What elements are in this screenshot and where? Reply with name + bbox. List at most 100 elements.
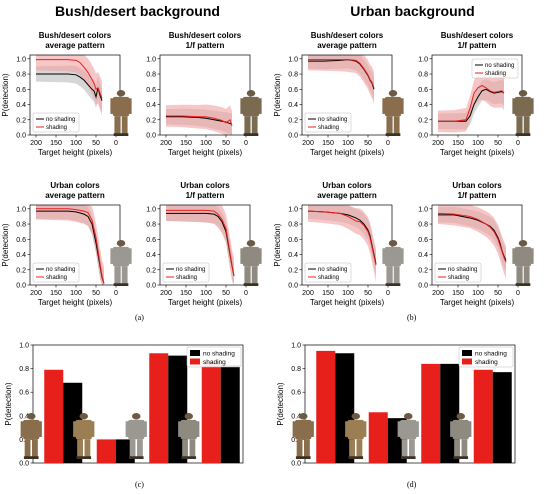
- y-tick-label: 0.4: [16, 102, 26, 109]
- y-axis-label: P(detection): [276, 382, 285, 425]
- soldier-head: [403, 413, 413, 420]
- panel-letter-c: (c): [135, 480, 144, 489]
- soldier-head: [518, 240, 528, 247]
- y-tick-label: 0.6: [418, 87, 428, 94]
- y-tick-label: 0.4: [288, 102, 298, 109]
- left-header: Bush/desert background: [55, 3, 220, 19]
- soldier-arm: [468, 421, 472, 437]
- y-tick-label: 0.2: [146, 117, 156, 124]
- x-tick-label: 200: [432, 290, 444, 297]
- legend-label: no shading: [46, 267, 75, 273]
- legend-label: shading: [448, 275, 469, 281]
- x-tick-label: 0: [386, 290, 390, 297]
- panel-letter-d: (d): [407, 480, 417, 489]
- plot-frame: [304, 344, 516, 464]
- soldier-leg: [32, 439, 38, 457]
- soldier-arm: [196, 421, 200, 437]
- soldier-boots: [453, 456, 469, 459]
- confidence-band: [166, 104, 232, 135]
- y-tick-label: 0.8: [19, 366, 29, 373]
- y-tick-label: 0.6: [418, 237, 428, 244]
- series-line-shading: [36, 59, 103, 99]
- legend-box: [186, 346, 242, 368]
- y-tick-label: 0.6: [288, 237, 298, 244]
- y-tick-label: 1.0: [19, 343, 29, 350]
- chart-title: average pattern: [317, 191, 377, 200]
- x-axis-label: Target height (pixels): [310, 148, 385, 157]
- x-tick-label: 50: [364, 140, 372, 147]
- x-tick-label: 0: [516, 140, 520, 147]
- x-axis-label: Target height (pixels): [440, 298, 515, 307]
- soldier-boots: [76, 456, 92, 459]
- y-tick-label: 0.0: [291, 461, 301, 468]
- soldier-figure: [73, 413, 95, 459]
- soldier-figure: [110, 90, 132, 136]
- soldier-boots: [23, 456, 39, 459]
- soldier-figure: [450, 413, 472, 459]
- legend-swatch: [462, 350, 472, 356]
- y-axis-label: P(detection): [273, 73, 282, 116]
- x-tick-label: 150: [50, 290, 62, 297]
- soldier-torso: [242, 246, 260, 267]
- x-tick-label: 0: [244, 140, 248, 147]
- legend-box: [304, 112, 352, 133]
- x-tick-label: 50: [364, 290, 372, 297]
- x-tick-label: 0: [386, 140, 390, 147]
- soldier-arm: [512, 248, 516, 264]
- chart-title: average pattern: [317, 41, 377, 50]
- soldier-boots: [515, 133, 531, 136]
- legend-label: shading: [46, 125, 67, 131]
- right-header: Urban background: [350, 3, 475, 19]
- legend-label: no shading: [475, 350, 507, 357]
- soldier-arm: [415, 421, 419, 437]
- soldier-arm: [345, 421, 349, 437]
- soldier-leg: [114, 266, 121, 284]
- legend-box: [458, 346, 514, 368]
- y-tick-label: 0.2: [418, 267, 428, 274]
- y-axis-label: P(detection): [4, 382, 13, 425]
- soldier-arm: [382, 98, 386, 114]
- bar-no-shading: [492, 372, 512, 463]
- legend-label: shading: [203, 359, 226, 366]
- confidence-band: [166, 205, 234, 285]
- soldier-leg: [121, 116, 128, 134]
- soldier-arm: [178, 421, 182, 437]
- y-tick-label: 0.4: [16, 252, 26, 259]
- soldier-arm: [530, 98, 534, 114]
- soldier-boots: [128, 456, 144, 459]
- y-tick-label: 0.8: [418, 72, 428, 79]
- y-tick-label: 0.8: [418, 222, 428, 229]
- soldier-arm: [240, 248, 244, 264]
- x-tick-label: 100: [342, 140, 354, 147]
- chart-title: Bush/desert colors: [441, 31, 514, 40]
- series-line-shading: [166, 115, 233, 127]
- y-tick-label: 1.0: [146, 206, 156, 213]
- y-tick-label: 0.4: [19, 413, 29, 420]
- bar-shading: [96, 439, 116, 463]
- x-tick-label: 50: [494, 140, 502, 147]
- soldier-figure: [512, 240, 534, 286]
- soldier-leg: [244, 116, 251, 134]
- legend-box: [471, 58, 519, 79]
- x-tick-label: 50: [494, 290, 502, 297]
- legend-swatch: [190, 358, 200, 365]
- soldier-arm: [363, 421, 367, 437]
- soldier-torso: [347, 419, 364, 440]
- x-tick-label: 200: [30, 290, 42, 297]
- soldier-arm: [400, 98, 404, 114]
- soldier-leg: [121, 266, 128, 284]
- bar-shading: [316, 350, 336, 463]
- confidence-band: [308, 205, 376, 282]
- soldier-leg: [349, 439, 355, 457]
- x-tick-label: 100: [342, 290, 354, 297]
- bar-shading: [368, 412, 388, 463]
- soldier-arm: [400, 248, 404, 264]
- soldier-head: [351, 413, 361, 420]
- soldier-head: [388, 90, 398, 97]
- soldier-arm: [91, 421, 95, 437]
- series-line-shading: [438, 84, 505, 122]
- legend-box: [162, 262, 210, 283]
- y-tick-label: 1.0: [146, 56, 156, 63]
- legend-label: no shading: [176, 267, 205, 273]
- x-tick-label: 50: [92, 140, 100, 147]
